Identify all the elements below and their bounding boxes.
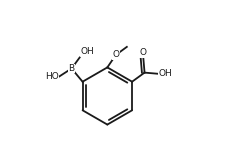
Text: O: O [112, 50, 119, 59]
Text: OH: OH [159, 69, 173, 78]
Text: O: O [139, 48, 146, 57]
Text: OH: OH [80, 47, 94, 56]
Text: HO: HO [45, 72, 58, 81]
Text: B: B [69, 64, 75, 73]
